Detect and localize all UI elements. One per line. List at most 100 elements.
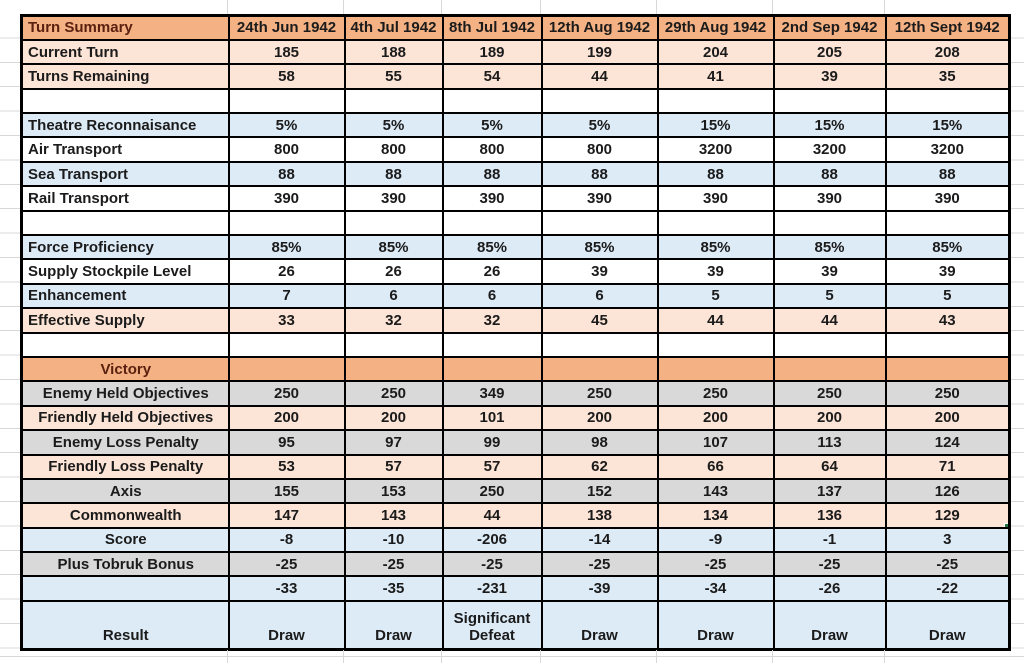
value-cell[interactable]: 390: [884, 185, 1011, 212]
value-cell[interactable]: [884, 355, 1011, 383]
row-label-cell[interactable]: Commonwealth: [20, 502, 230, 529]
column-header-cell[interactable]: 29th Aug 1942: [656, 14, 775, 41]
value-cell[interactable]: -22: [884, 575, 1011, 602]
value-cell[interactable]: -34: [656, 575, 775, 602]
value-cell[interactable]: 64: [772, 453, 887, 480]
value-cell[interactable]: [656, 355, 775, 383]
value-cell[interactable]: 126: [884, 477, 1011, 505]
value-cell[interactable]: 250: [441, 477, 543, 505]
value-cell[interactable]: 200: [343, 404, 444, 432]
row-label-cell[interactable]: Enemy Loss Penalty: [20, 429, 230, 456]
value-cell[interactable]: 390: [540, 185, 659, 212]
column-header-cell[interactable]: 12th Sept 1942: [884, 14, 1011, 41]
column-header-cell[interactable]: 2nd Sep 1942: [772, 14, 887, 41]
value-cell[interactable]: 7: [227, 282, 346, 310]
value-cell[interactable]: 41: [656, 63, 775, 90]
value-cell[interactable]: 5%: [540, 112, 659, 139]
value-cell[interactable]: [441, 209, 543, 237]
value-cell[interactable]: 71: [884, 453, 1011, 480]
value-cell[interactable]: -25: [441, 551, 543, 578]
value-cell[interactable]: 6: [441, 282, 543, 310]
value-cell[interactable]: 43: [884, 307, 1011, 334]
value-cell[interactable]: 53: [227, 453, 346, 480]
value-cell[interactable]: 85%: [540, 233, 659, 261]
value-cell[interactable]: 85%: [227, 233, 346, 261]
value-cell[interactable]: 800: [540, 136, 659, 163]
value-cell[interactable]: -8: [227, 526, 346, 554]
value-cell[interactable]: 95: [227, 429, 346, 456]
value-cell[interactable]: 147: [227, 502, 346, 529]
value-cell[interactable]: 124: [884, 429, 1011, 456]
row-label-cell[interactable]: [20, 209, 230, 237]
row-label-cell[interactable]: Sea Transport: [20, 160, 230, 188]
value-cell[interactable]: 6: [343, 282, 444, 310]
value-cell[interactable]: 45: [540, 307, 659, 334]
value-cell[interactable]: 250: [343, 380, 444, 407]
value-cell[interactable]: 88: [656, 160, 775, 188]
value-cell[interactable]: [540, 209, 659, 237]
value-cell[interactable]: 3200: [884, 136, 1011, 163]
value-cell[interactable]: 3200: [772, 136, 887, 163]
value-cell[interactable]: [884, 209, 1011, 237]
value-cell[interactable]: 85%: [343, 233, 444, 261]
row-label-cell[interactable]: Enemy Held Objectives: [20, 380, 230, 407]
value-cell[interactable]: [441, 355, 543, 383]
value-cell[interactable]: 5%: [441, 112, 543, 139]
value-cell[interactable]: 113: [772, 429, 887, 456]
value-cell[interactable]: [656, 331, 775, 358]
value-cell[interactable]: 3200: [656, 136, 775, 163]
value-cell[interactable]: 26: [227, 258, 346, 285]
value-cell[interactable]: 800: [227, 136, 346, 163]
value-cell[interactable]: 26: [343, 258, 444, 285]
column-header-cell[interactable]: 12th Aug 1942: [540, 14, 659, 41]
value-cell[interactable]: [540, 355, 659, 383]
value-cell[interactable]: [772, 331, 887, 358]
value-cell[interactable]: 88: [343, 160, 444, 188]
value-cell[interactable]: 44: [656, 307, 775, 334]
value-cell[interactable]: 152: [540, 477, 659, 505]
value-cell[interactable]: 55: [343, 63, 444, 90]
value-cell[interactable]: 15%: [772, 112, 887, 139]
value-cell[interactable]: 250: [540, 380, 659, 407]
value-cell[interactable]: 5%: [343, 112, 444, 139]
value-cell[interactable]: 185: [227, 38, 346, 66]
value-cell[interactable]: 390: [656, 185, 775, 212]
value-cell[interactable]: 5: [884, 282, 1011, 310]
value-cell[interactable]: 250: [227, 380, 346, 407]
value-cell[interactable]: 200: [884, 404, 1011, 432]
value-cell[interactable]: -14: [540, 526, 659, 554]
row-label-cell[interactable]: [20, 331, 230, 358]
value-cell[interactable]: 199: [540, 38, 659, 66]
value-cell[interactable]: 85%: [441, 233, 543, 261]
value-cell[interactable]: 39: [884, 258, 1011, 285]
value-cell[interactable]: -10: [343, 526, 444, 554]
value-cell[interactable]: 153: [343, 477, 444, 505]
value-cell[interactable]: Draw: [884, 599, 1011, 651]
value-cell[interactable]: [441, 87, 543, 115]
value-cell[interactable]: -9: [656, 526, 775, 554]
value-cell[interactable]: 44: [540, 63, 659, 90]
row-label-cell[interactable]: Current Turn: [20, 38, 230, 66]
value-cell[interactable]: 390: [227, 185, 346, 212]
value-cell[interactable]: 85%: [884, 233, 1011, 261]
row-label-cell[interactable]: Enhancement: [20, 282, 230, 310]
value-cell[interactable]: 204: [656, 38, 775, 66]
selected-cell[interactable]: 129: [884, 502, 1011, 529]
value-cell[interactable]: 15%: [656, 112, 775, 139]
value-cell[interactable]: 57: [343, 453, 444, 480]
column-header-cell[interactable]: 8th Jul 1942: [441, 14, 543, 41]
row-label-cell[interactable]: Air Transport: [20, 136, 230, 163]
row-label-cell[interactable]: Result: [20, 599, 230, 651]
row-label-cell[interactable]: [20, 87, 230, 115]
value-cell[interactable]: [343, 355, 444, 383]
value-cell[interactable]: Significant Defeat: [441, 599, 543, 651]
row-label-cell[interactable]: Victory: [20, 355, 230, 383]
value-cell[interactable]: [441, 331, 543, 358]
value-cell[interactable]: [772, 87, 887, 115]
value-cell[interactable]: 6: [540, 282, 659, 310]
value-cell[interactable]: [656, 209, 775, 237]
value-cell[interactable]: [227, 209, 346, 237]
row-label-cell[interactable]: Rail Transport: [20, 185, 230, 212]
row-label-cell[interactable]: [20, 575, 230, 602]
value-cell[interactable]: 107: [656, 429, 775, 456]
